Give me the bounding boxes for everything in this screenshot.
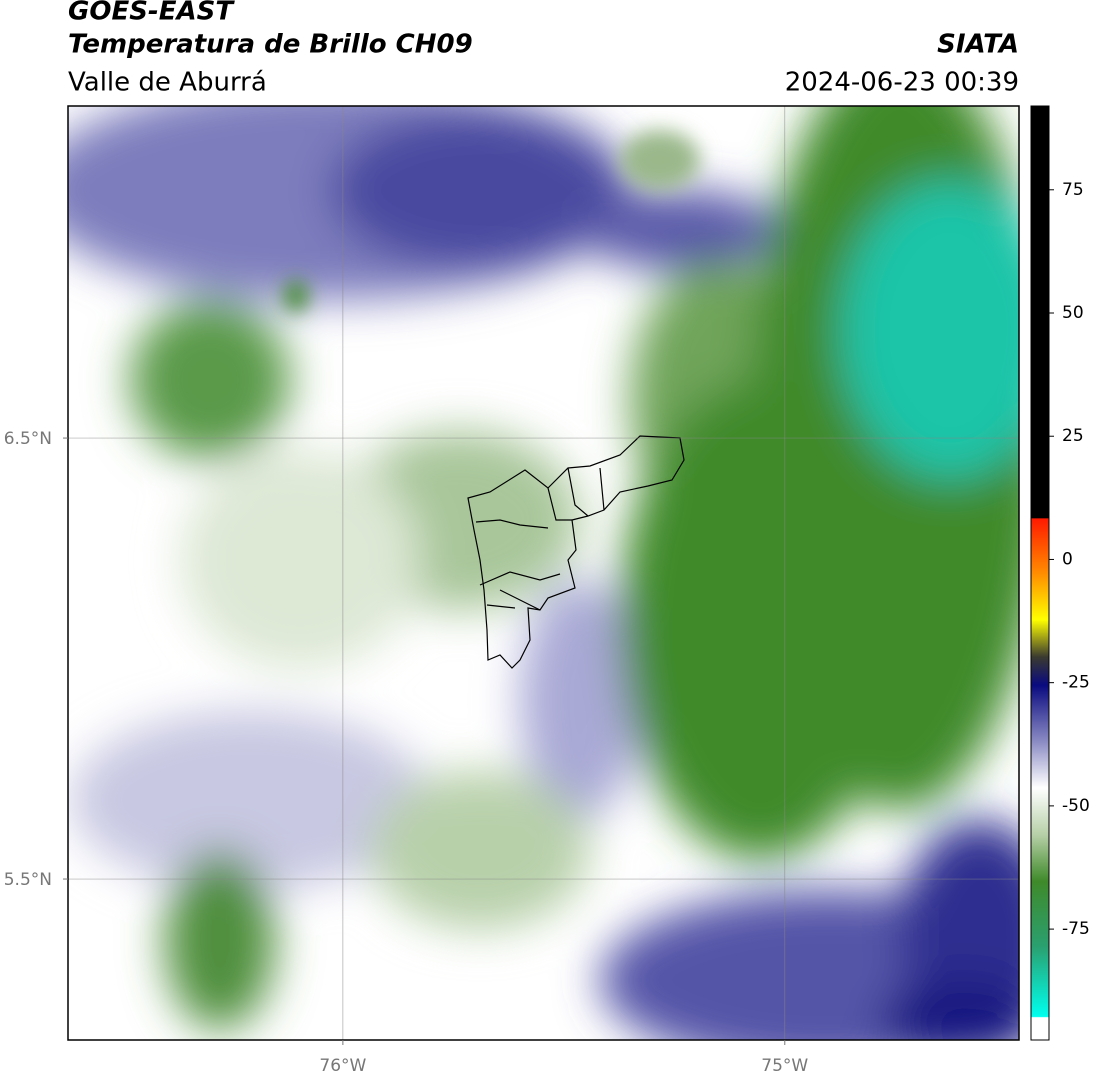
timestamp: 2024-06-23 00:39 [785, 68, 1019, 98]
colorbar-tick-label: -75 [1062, 919, 1090, 939]
source: SIATA [937, 30, 1019, 60]
y-tick-label: 6.5°N [4, 429, 52, 449]
graticule [68, 106, 1019, 1040]
colorbar-tick-label: 0 [1062, 549, 1073, 569]
titles: GOES-EAST Temperatura de Brillo CH09 SIA… [68, 0, 1019, 98]
x-tick-label: 76°W [319, 1056, 366, 1076]
x-tick-label: 75°W [761, 1056, 808, 1076]
title: GOES-EAST [68, 0, 235, 27]
satellite-image [68, 106, 1019, 1040]
colorbar-tick-label: 25 [1062, 426, 1084, 446]
colorbar-tick-label: -50 [1062, 796, 1090, 816]
colorbar-tick-label: -25 [1062, 673, 1090, 693]
map-frame [67, 105, 1020, 1041]
municipal-boundaries [467, 435, 685, 669]
colorbar-tick-label: 50 [1062, 303, 1084, 323]
y-tick-label: 5.5°N [4, 870, 52, 890]
colorbar-tick-label: 75 [1062, 180, 1084, 200]
region: Valle de Aburrá [68, 68, 267, 98]
subtitle: Temperatura de Brillo CH09 [68, 30, 473, 60]
colorbar [1030, 105, 1050, 1041]
